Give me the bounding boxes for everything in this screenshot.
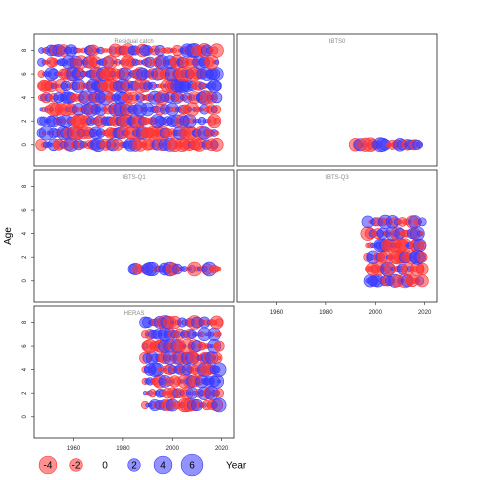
bubble-series	[127, 261, 222, 277]
legend-bubble	[180, 453, 204, 477]
bubble	[416, 141, 424, 149]
y-tick-label: 4	[22, 95, 28, 99]
bubble-series	[360, 214, 429, 289]
panel-ibts-q1: IBTS-Q1 0 2 4 6 8	[22, 169, 235, 303]
x-tick-label: 2000	[369, 310, 383, 316]
bubble	[217, 266, 222, 272]
bubble-series	[139, 315, 227, 413]
y-tick-label: 0	[22, 142, 28, 146]
bubble	[217, 355, 222, 360]
x-tick-label: 2020	[418, 310, 432, 316]
x-tick-label: 1980	[116, 446, 130, 452]
y-tick-label: 0	[22, 278, 28, 282]
y-tick-label: 2	[22, 255, 28, 259]
bubble	[211, 362, 227, 377]
legend-label: 2	[131, 461, 137, 472]
panel-title: IBTS-Q1	[122, 175, 146, 181]
bubble	[209, 374, 225, 389]
legend-label: 6	[189, 461, 195, 472]
y-tick-label: 4	[22, 231, 28, 235]
bubble	[416, 251, 428, 263]
bubble	[211, 80, 222, 92]
bubble	[214, 130, 220, 136]
bubble	[211, 397, 227, 413]
legend-label: -4	[44, 461, 53, 472]
bubble	[216, 331, 222, 337]
legend-label: 0	[102, 461, 108, 472]
y-tick-label: 2	[22, 391, 28, 395]
x-tick-label: 1960	[67, 446, 81, 452]
legend-bubble	[38, 455, 58, 475]
y-tick-label: 0	[22, 414, 28, 418]
y-axis-label: Age	[3, 227, 14, 245]
y-tick-label: 8	[22, 320, 28, 324]
y-tick-label: 6	[22, 72, 28, 76]
panel-residual-catch: Residual catch 0 2 4 6 8	[22, 33, 235, 167]
bubble	[214, 388, 224, 399]
bubble	[209, 137, 224, 152]
bubble-series	[348, 137, 424, 153]
bubble-series	[35, 43, 224, 153]
panel-ibts-q3: IBTS-Q3 1960 1980 2000 2020	[236, 169, 438, 316]
panel-title: HERAS	[124, 311, 145, 317]
x-tick-label: 1980	[319, 310, 333, 316]
bubble	[215, 318, 224, 327]
legend-label: 4	[160, 461, 166, 472]
x-tick-label: 2000	[166, 446, 180, 452]
bubble	[417, 217, 427, 227]
x-tick-label: 1960	[270, 310, 284, 316]
bubble	[213, 340, 225, 352]
bubble	[420, 231, 425, 236]
bubble	[418, 241, 427, 250]
legend-label: -2	[72, 461, 81, 472]
bubble	[214, 59, 220, 65]
bubble	[211, 92, 223, 104]
bubble	[212, 105, 222, 114]
bubble	[217, 379, 222, 384]
panel-title: IBTS-Q3	[325, 175, 349, 181]
x-axis-label: Year	[226, 461, 247, 472]
legend: -4 -2 0 2 4 6 Year	[38, 453, 247, 477]
y-tick-label: 8	[22, 48, 28, 52]
panel-title: IBTS0	[329, 39, 346, 45]
bubble	[415, 262, 429, 276]
panel-ibts0: IBTS0	[236, 33, 438, 167]
panel-frame	[33, 169, 235, 303]
y-tick-label: 4	[22, 367, 28, 371]
panel-frame	[236, 33, 438, 167]
y-tick-label: 6	[22, 208, 28, 212]
panel-frame	[33, 33, 235, 167]
bubble	[209, 43, 224, 58]
panel-heras: HERAS 0 2 4 6 8 1960 1980 2000 2020	[22, 305, 235, 452]
y-tick-label: 8	[22, 184, 28, 188]
legend-bubble	[127, 458, 141, 472]
y-tick-label: 6	[22, 344, 28, 348]
panel-frame	[33, 305, 235, 439]
bubble	[213, 117, 220, 125]
legend-bubble	[153, 455, 173, 475]
legend-bubble	[69, 458, 83, 472]
y-tick-label: 2	[22, 119, 28, 123]
bubble	[415, 274, 429, 288]
bubble	[209, 67, 224, 81]
x-tick-label: 2020	[215, 446, 229, 452]
panel-frame	[236, 169, 438, 303]
panel-title: Residual catch	[114, 39, 153, 45]
